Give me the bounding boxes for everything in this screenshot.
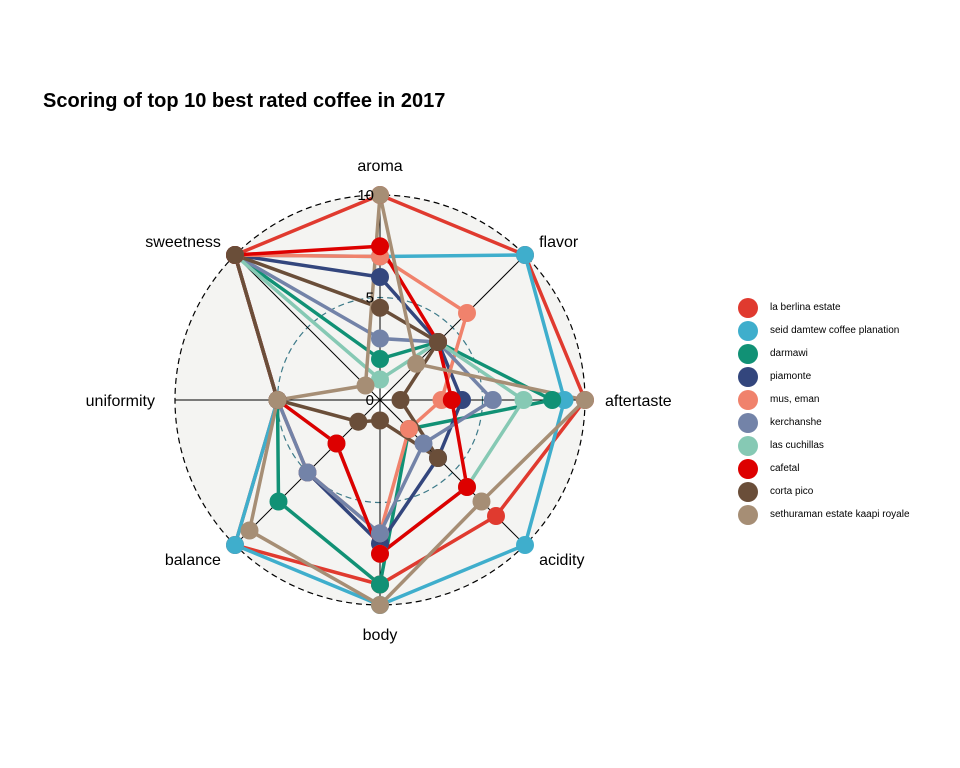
data-point — [371, 329, 389, 348]
data-point — [226, 246, 244, 264]
data-point — [516, 246, 534, 264]
axis-label-flavor: flavor — [539, 234, 579, 251]
data-point — [356, 376, 375, 395]
data-point — [226, 536, 244, 554]
data-point — [298, 463, 317, 482]
legend-label: la berlina estate — [770, 302, 841, 313]
legend-item: corta pico — [738, 480, 910, 503]
legend-label: cafetal — [770, 463, 800, 474]
legend-swatch — [738, 504, 758, 525]
chart-title: Scoring of top 10 best rated coffee in 2… — [43, 90, 446, 112]
data-point — [371, 370, 389, 389]
legend-label: mus, eman — [770, 394, 820, 405]
data-point — [371, 524, 389, 543]
legend-item: la berlina estate — [738, 296, 910, 319]
legend-label: piamonte — [770, 371, 812, 382]
legend-swatch — [738, 481, 758, 502]
data-point — [458, 478, 476, 496]
legend-item: sethuraman estate kaapi royale — [738, 503, 910, 526]
data-point — [349, 412, 368, 431]
legend-swatch — [738, 297, 758, 318]
data-point — [371, 596, 389, 614]
data-point — [429, 449, 447, 467]
data-point — [268, 391, 287, 409]
legend: la berlina estate seid damtew coffee plan… — [738, 296, 910, 526]
legend-label: darmawi — [770, 348, 808, 359]
legend-label: sethuraman estate kaapi royale — [770, 509, 910, 520]
tick-label: 5 — [366, 290, 374, 307]
data-point — [327, 434, 346, 453]
data-point — [514, 391, 533, 409]
axis-label-balance: balance — [165, 552, 221, 569]
data-point — [442, 391, 461, 409]
axis-label-uniformity: uniformity — [86, 393, 155, 410]
axis-label-sweetness: sweetness — [145, 234, 221, 251]
axis-label-aroma: aroma — [357, 158, 402, 175]
tick-label: 10 — [357, 187, 374, 204]
data-point — [516, 536, 534, 554]
legend-label: kerchanshe — [770, 417, 822, 428]
axis-line — [379, 254, 526, 401]
data-point — [576, 391, 594, 409]
data-point — [555, 391, 574, 409]
axis-label-aftertaste: aftertaste — [605, 393, 672, 410]
legend-item: mus, eman — [738, 388, 910, 411]
series-layer — [226, 186, 594, 614]
label-layer: 0 5 10 aroma flavor aftertaste acidity body bala… — [86, 158, 672, 644]
data-point — [487, 507, 505, 525]
data-point — [371, 411, 389, 430]
legend-label: corta pico — [770, 486, 814, 497]
data-point — [371, 575, 389, 594]
data-point — [371, 544, 389, 563]
legend-item: seid damtew coffee planation — [738, 319, 910, 342]
data-point — [371, 186, 389, 204]
data-point — [400, 420, 418, 438]
axis-label-acidity: acidity — [539, 552, 584, 569]
radar-chart: 0 5 10 aroma flavor aftertaste acidity body bala… — [86, 158, 672, 644]
legend-swatch — [738, 435, 758, 456]
data-point — [371, 298, 389, 317]
legend-item: las cuchillas — [738, 434, 910, 457]
legend-swatch — [738, 343, 758, 364]
legend-swatch — [738, 412, 758, 433]
legend-item: darmawi — [738, 342, 910, 365]
data-point — [458, 304, 476, 322]
tick-label: 0 — [366, 392, 374, 409]
axis-label-body: body — [363, 627, 398, 644]
data-point — [414, 434, 433, 453]
data-point — [269, 492, 288, 511]
data-point — [371, 237, 389, 256]
data-point — [472, 492, 491, 511]
legend-item: piamonte — [738, 365, 910, 388]
data-point — [240, 521, 259, 540]
legend-label: las cuchillas — [770, 440, 824, 451]
data-point — [371, 350, 389, 368]
legend-label: seid damtew coffee planation — [770, 325, 900, 336]
axis-line — [234, 254, 381, 401]
legend-swatch — [738, 320, 758, 341]
legend-item: cafetal — [738, 457, 910, 480]
data-point — [407, 354, 426, 373]
legend-swatch — [738, 366, 758, 387]
data-point — [391, 391, 410, 409]
data-point — [371, 268, 389, 286]
data-point — [429, 333, 447, 351]
legend-swatch — [738, 458, 758, 479]
data-point — [483, 391, 502, 409]
data-point — [543, 391, 562, 409]
legend-item: kerchanshe — [738, 411, 910, 434]
legend-swatch — [738, 389, 758, 410]
